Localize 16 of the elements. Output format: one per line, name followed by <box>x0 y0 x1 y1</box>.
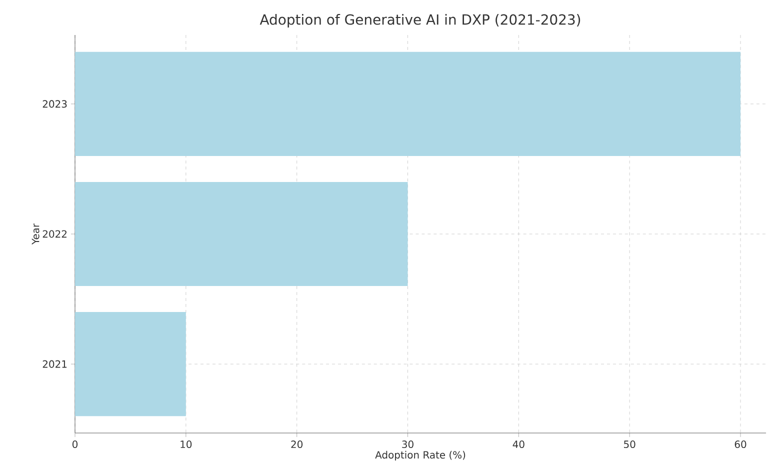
chart-title: Adoption of Generative AI in DXP (2021-2023) <box>260 14 580 28</box>
bar <box>75 52 740 156</box>
y-tick-label: 2021 <box>42 360 67 368</box>
y-axis-title: Year <box>32 223 40 245</box>
y-tick-label: 2023 <box>42 100 67 108</box>
x-axis-title: Adoption Rate (%) <box>375 450 466 461</box>
x-tick-label: 60 <box>734 440 746 448</box>
y-tick-label: 2022 <box>42 230 66 238</box>
x-tick-label: 50 <box>624 440 636 448</box>
x-tick-label: 0 <box>72 440 78 448</box>
bar <box>75 312 186 416</box>
x-tick-label: 10 <box>180 440 192 448</box>
x-tick-label: 20 <box>291 440 303 448</box>
x-tick-label: 30 <box>402 440 414 448</box>
x-tick-label: 40 <box>512 440 524 448</box>
bar <box>75 182 408 286</box>
